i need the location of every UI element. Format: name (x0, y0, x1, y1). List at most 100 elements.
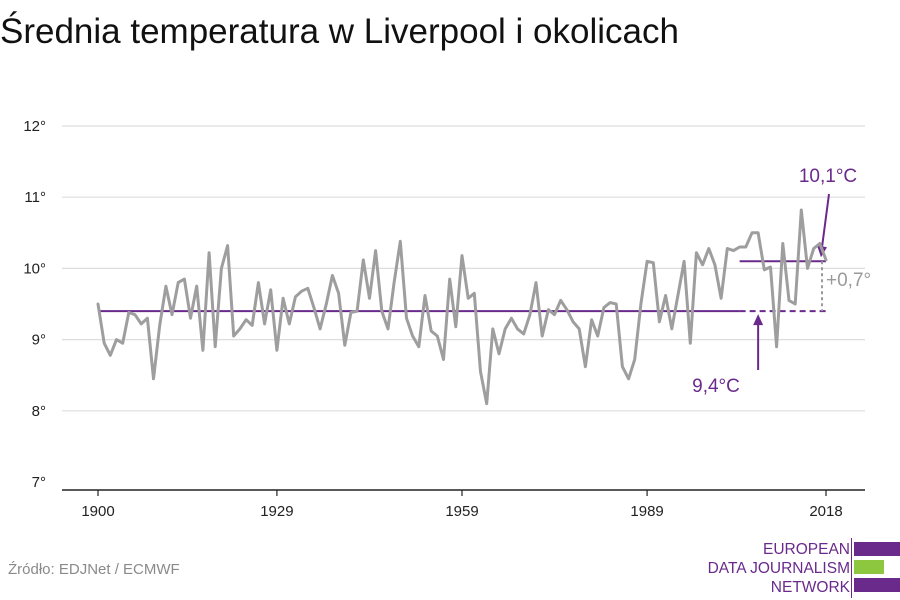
x-tick-label: 1900 (81, 503, 114, 520)
data-point (658, 320, 661, 323)
data-point (288, 322, 291, 325)
y-tick-label: 12° (23, 118, 46, 135)
data-point (356, 310, 359, 313)
x-tick-labels: 1900 1929 1959 1989 2018 (81, 503, 842, 520)
data-point (510, 317, 513, 320)
difference-label: +0,7° (826, 270, 871, 291)
logo-line-1: EUROPEAN (763, 541, 850, 558)
data-point (386, 327, 389, 330)
data-point (430, 330, 433, 333)
x-tick-label: 1929 (260, 503, 293, 520)
data-point (171, 313, 174, 316)
data-point (411, 335, 414, 338)
data-point (769, 265, 772, 268)
data-point (639, 303, 642, 306)
data-point (195, 285, 198, 288)
data-point (763, 268, 766, 271)
data-point (621, 365, 624, 368)
data-point (695, 251, 698, 254)
data-point (467, 297, 470, 300)
x-tick-label: 1989 (630, 503, 663, 520)
data-point (535, 281, 538, 284)
data-point (121, 342, 124, 345)
data-point (115, 338, 118, 341)
annotation-labels: 10,1°C 9,4°C +0,7° (692, 166, 871, 397)
logo-line-3: NETWORK (770, 579, 850, 596)
data-point (596, 335, 599, 338)
data-point (103, 342, 106, 345)
data-point (461, 254, 464, 257)
data-point (448, 278, 451, 281)
data-point (627, 377, 630, 380)
data-point (646, 260, 649, 263)
data-point (825, 258, 828, 261)
data-point (720, 297, 723, 300)
data-point (140, 322, 143, 325)
data-point (282, 297, 285, 300)
data-point (275, 349, 278, 352)
recent-mean-label: 10,1°C (799, 166, 857, 187)
logo-bar-purple-top (854, 542, 900, 556)
data-point (491, 327, 494, 330)
data-point (245, 318, 248, 321)
data-point (423, 294, 426, 297)
data-point (109, 354, 112, 357)
data-point (757, 231, 760, 234)
data-point (214, 345, 217, 348)
data-point (553, 313, 556, 316)
data-point (726, 247, 729, 250)
data-point (781, 242, 784, 245)
edjnet-logo: EUROPEAN DATA JOURNALISM NETWORK (700, 538, 900, 598)
data-point (393, 281, 396, 284)
data-point (633, 358, 636, 361)
data-point (454, 325, 457, 328)
data-point (516, 327, 519, 330)
data-point (676, 294, 679, 297)
data-point (707, 247, 710, 250)
data-point (319, 327, 322, 330)
data-point (652, 261, 655, 264)
recent-arrow-shaft (821, 193, 830, 248)
data-point (294, 295, 297, 298)
data-point (325, 303, 328, 306)
data-point (522, 332, 525, 335)
data-point (220, 267, 223, 270)
data-point (572, 320, 575, 323)
page-title: Średnia temperatura w Liverpool i okolic… (0, 12, 679, 51)
data-point (405, 317, 408, 320)
data-point (584, 365, 587, 368)
data-point (232, 335, 235, 338)
data-point (738, 246, 741, 249)
y-tick-label: 8° (32, 403, 46, 420)
data-point (349, 311, 352, 314)
data-point (818, 242, 821, 245)
data-point (208, 251, 211, 254)
data-point (590, 318, 593, 321)
data-point (238, 327, 241, 330)
data-point (565, 308, 568, 311)
data-point (374, 249, 377, 252)
data-point (343, 344, 346, 347)
data-point (368, 297, 371, 300)
data-point (775, 345, 778, 348)
data-point (436, 335, 439, 338)
data-point (701, 263, 704, 266)
data-point (189, 317, 192, 320)
data-point (504, 327, 507, 330)
data-point (251, 324, 254, 327)
data-point (547, 308, 550, 311)
y-tick-label: 9° (32, 332, 46, 349)
data-point (800, 209, 803, 212)
data-point (417, 345, 420, 348)
data-point (794, 303, 797, 306)
baseline-mean-label: 9,4°C (692, 376, 740, 397)
data-point (269, 288, 272, 291)
data-point (812, 247, 815, 250)
data-point (713, 263, 716, 266)
data-point (201, 349, 204, 352)
y-tick-labels: 7° 8° 9° 10° 11° 12° (23, 118, 46, 491)
data-point (559, 299, 562, 302)
data-point (177, 281, 180, 284)
data-point (442, 358, 445, 361)
